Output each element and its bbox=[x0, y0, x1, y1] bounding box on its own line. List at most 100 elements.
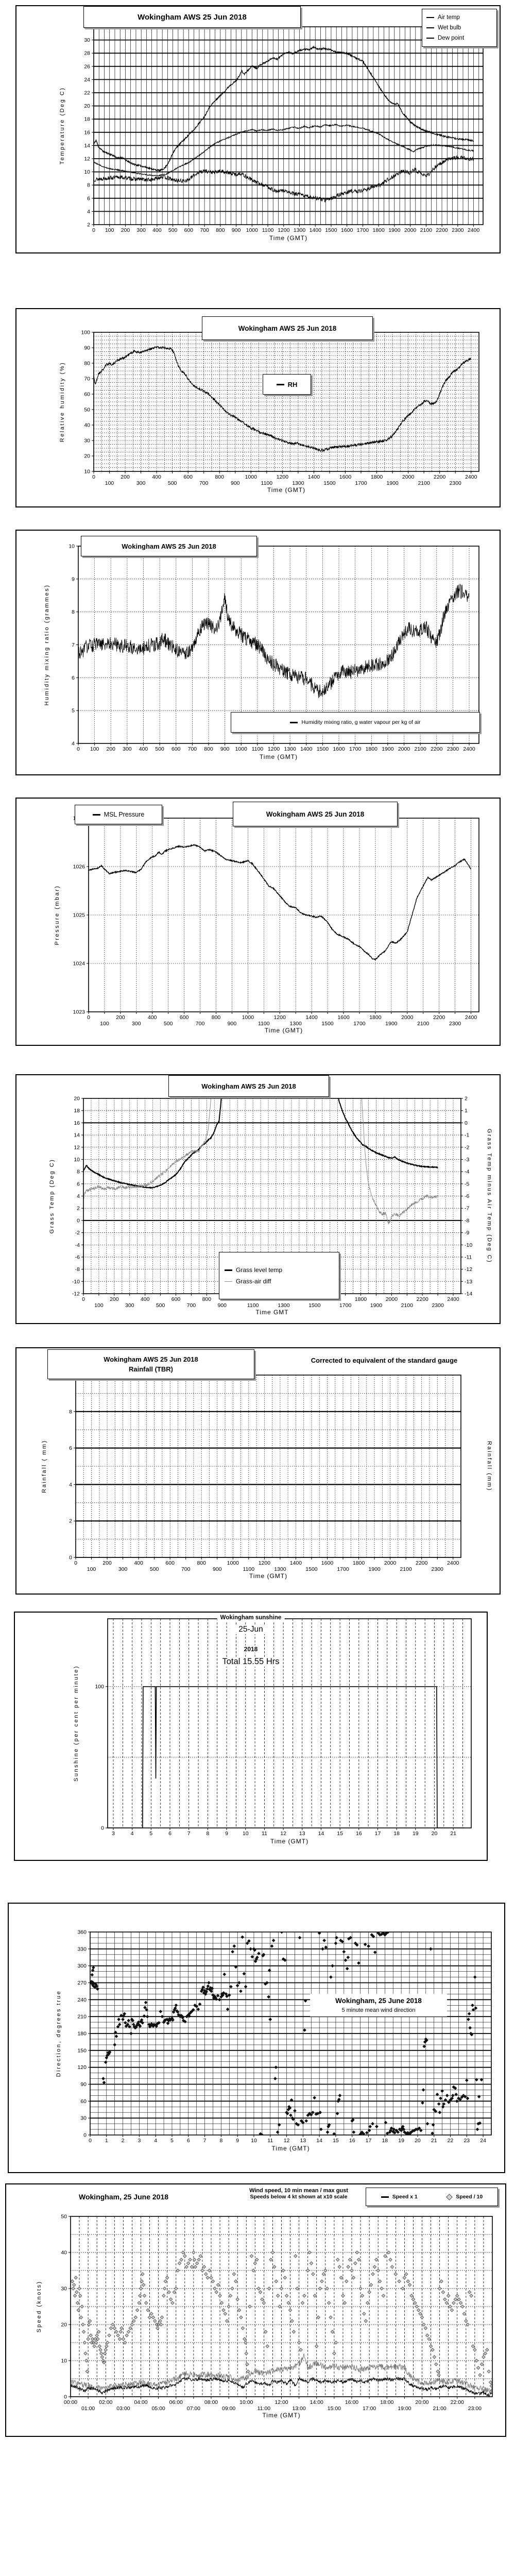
line-marker-icon bbox=[225, 1269, 232, 1271]
chart-title: Wokingham AWS 25 Jun 2018 bbox=[202, 316, 373, 340]
svg-text:200: 200 bbox=[110, 1296, 119, 1302]
svg-text:4: 4 bbox=[87, 209, 90, 215]
plot-border bbox=[107, 1618, 472, 1828]
sunshine-year: 2018 bbox=[241, 1646, 261, 1653]
svg-text:22:00: 22:00 bbox=[451, 2399, 464, 2405]
svg-text:9: 9 bbox=[236, 2138, 239, 2144]
svg-text:1500: 1500 bbox=[321, 1021, 334, 1027]
chart-title-text: Wokingham AWS 25 Jun 2018 bbox=[238, 324, 337, 332]
svg-text:300: 300 bbox=[136, 480, 146, 486]
svg-text:11: 11 bbox=[262, 1831, 267, 1837]
svg-text:15:00: 15:00 bbox=[328, 2405, 341, 2412]
axis-labels: 0100200300400500600700800900100011001200… bbox=[54, 816, 477, 1035]
svg-text:1300: 1300 bbox=[274, 1566, 286, 1572]
svg-text:500: 500 bbox=[150, 1566, 159, 1572]
svg-text:1300: 1300 bbox=[292, 480, 304, 486]
svg-text:400: 400 bbox=[148, 1014, 157, 1021]
svg-text:1300: 1300 bbox=[294, 227, 306, 233]
svg-text:1500: 1500 bbox=[325, 227, 337, 233]
svg-text:14: 14 bbox=[74, 1132, 80, 1139]
svg-text:2300: 2300 bbox=[450, 480, 462, 486]
svg-text:1800: 1800 bbox=[369, 1014, 382, 1021]
svg-text:330: 330 bbox=[77, 1946, 87, 1952]
svg-text:1900: 1900 bbox=[370, 1302, 383, 1309]
svg-text:800: 800 bbox=[212, 1014, 221, 1021]
svg-text:4: 4 bbox=[72, 741, 75, 747]
svg-text:18:00: 18:00 bbox=[380, 2399, 393, 2405]
svg-text:19:00: 19:00 bbox=[398, 2405, 411, 2412]
svg-text:09:00: 09:00 bbox=[222, 2405, 235, 2412]
svg-text:1600: 1600 bbox=[339, 474, 352, 480]
grid bbox=[108, 1619, 471, 1828]
series-dew-point bbox=[94, 155, 474, 202]
legend-item-grass-air-diff: Grass-air diff bbox=[225, 1278, 271, 1285]
svg-text:-8: -8 bbox=[75, 1266, 80, 1273]
svg-text:30: 30 bbox=[84, 438, 90, 444]
svg-text:2300: 2300 bbox=[432, 1566, 444, 1572]
svg-text:20:00: 20:00 bbox=[415, 2399, 428, 2405]
svg-text:01:00: 01:00 bbox=[81, 2405, 95, 2412]
svg-text:1800: 1800 bbox=[366, 746, 378, 752]
svg-text:0: 0 bbox=[74, 1560, 77, 1566]
svg-text:100: 100 bbox=[105, 480, 114, 486]
svg-text:5: 5 bbox=[170, 2138, 174, 2144]
wind-direction-plot: 0 1 2 3 4 5 6 7 8 9 10 11 12 13 14 15 16 17 18 19 20 21 22 23 24… bbox=[56, 1929, 492, 2152]
legend-label: Speed / 10 bbox=[456, 2194, 483, 2200]
svg-text:19: 19 bbox=[413, 1831, 419, 1837]
svg-text:3: 3 bbox=[112, 1831, 115, 1837]
svg-text:1100: 1100 bbox=[243, 1566, 255, 1572]
axis-labels: 3 4 5 6 7 8 9 10 11 12 13 14 15 16 17 18 19 20 21 0 100 Time … bbox=[73, 1665, 456, 1845]
title-text: Wokingham, 25 June 2018 bbox=[335, 1997, 422, 2005]
wind-speed-plot: 00:00 01:00 02:00 03:00 04:00 05:00 06:00 07:00… bbox=[36, 2214, 493, 2419]
total-text: Total 15.55 Hrs bbox=[222, 1657, 280, 1666]
axis-labels: 0100200300400500600700800900100011001200… bbox=[41, 1372, 492, 1580]
svg-text:2100: 2100 bbox=[417, 1021, 430, 1027]
svg-text:40: 40 bbox=[84, 422, 90, 429]
svg-text:1200: 1200 bbox=[259, 1560, 271, 1566]
axis-labels: 0100200300400500600700800900100011001200… bbox=[49, 1096, 492, 1316]
svg-text:2200: 2200 bbox=[434, 474, 446, 480]
line-marker-icon bbox=[426, 17, 434, 18]
svg-text:2000: 2000 bbox=[404, 227, 417, 233]
legend-label: Humidity mixing ratio, g water vapour pe… bbox=[301, 719, 421, 725]
svg-text:2400: 2400 bbox=[447, 1560, 459, 1566]
svg-text:2000: 2000 bbox=[402, 474, 415, 480]
temperature-legend: Air temp Wet bulb Dew point bbox=[422, 9, 497, 47]
svg-text:30: 30 bbox=[84, 37, 90, 43]
svg-text:Sunshine (per cent per minute): Sunshine (per cent per minute) bbox=[73, 1665, 79, 1782]
chart-title-text: Wokingham AWS 25 Jun 2018 bbox=[104, 1355, 198, 1363]
plot-border bbox=[93, 26, 484, 225]
hmr-legend: Humidity mixing ratio, g water vapour pe… bbox=[231, 712, 480, 733]
series-speed-x10-points bbox=[71, 2250, 492, 2388]
svg-text:900: 900 bbox=[231, 480, 240, 486]
svg-text:05:00: 05:00 bbox=[151, 2405, 165, 2412]
svg-text:600: 600 bbox=[184, 227, 194, 233]
legend-item-msl-pressure: MSL Pressure bbox=[92, 811, 144, 818]
svg-text:1800: 1800 bbox=[372, 227, 385, 233]
series-group bbox=[94, 45, 474, 202]
svg-text:700: 700 bbox=[188, 746, 197, 752]
svg-text:06:00: 06:00 bbox=[169, 2399, 183, 2405]
svg-text:2000: 2000 bbox=[386, 1296, 398, 1302]
svg-text:22: 22 bbox=[448, 2138, 454, 2144]
svg-text:14: 14 bbox=[318, 1831, 324, 1837]
svg-text:30: 30 bbox=[80, 2115, 87, 2122]
svg-text:18: 18 bbox=[84, 116, 90, 123]
svg-text:360: 360 bbox=[77, 1929, 87, 1936]
svg-text:1700: 1700 bbox=[353, 1021, 366, 1027]
series-group bbox=[78, 583, 470, 698]
plot-border bbox=[75, 1375, 461, 1558]
note-text: Corrected to equivalent of the standard … bbox=[311, 1357, 458, 1364]
svg-text:300: 300 bbox=[123, 746, 132, 752]
panel-sunshine: 3 4 5 6 7 8 9 10 11 12 13 14 15 16 17 18 19 20 21 0 100 Time … bbox=[14, 1612, 488, 1861]
svg-text:1100: 1100 bbox=[252, 746, 264, 752]
svg-text:1100: 1100 bbox=[261, 480, 273, 486]
svg-text:16: 16 bbox=[84, 129, 90, 135]
svg-text:1200: 1200 bbox=[274, 1014, 286, 1021]
grid bbox=[83, 1098, 461, 1294]
svg-text:19: 19 bbox=[398, 2138, 404, 2144]
wind-direction-title-block: Wokingham, 25 June 2018 5 minute mean wi… bbox=[310, 1994, 447, 2016]
wind-speed-subtitle-block: Wind speed, 10 min mean / max gust Speed… bbox=[231, 2188, 366, 2200]
